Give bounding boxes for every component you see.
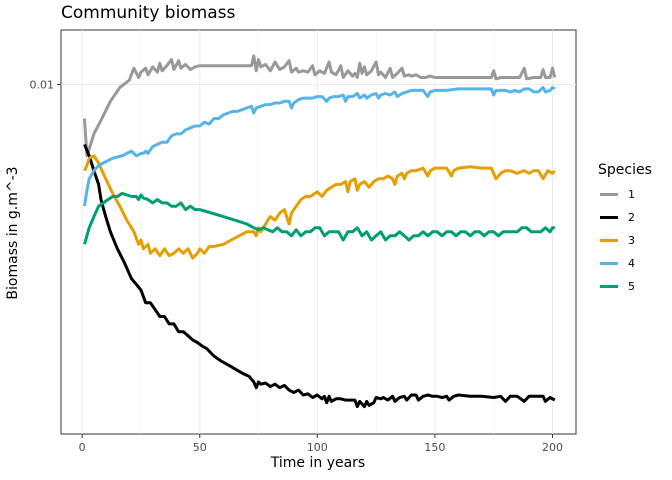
legend-item-1: 1 xyxy=(598,183,652,206)
chart-title: Community biomass xyxy=(61,3,236,23)
axis-ticks: 0 50 100 150 200 0.01 xyxy=(30,79,563,454)
legend-label: 2 xyxy=(628,211,635,224)
legend-item-3: 3 xyxy=(598,229,652,252)
legend-key xyxy=(598,206,620,229)
x-tick-label: 50 xyxy=(193,441,207,454)
legend-key xyxy=(598,183,620,206)
legend-label: 5 xyxy=(628,280,635,293)
legend-item-4: 4 xyxy=(598,252,652,275)
legend-item-5: 5 xyxy=(598,275,652,298)
legend-swatch xyxy=(600,193,618,196)
legend-swatch xyxy=(600,285,618,288)
x-tick-label: 100 xyxy=(307,441,328,454)
y-axis-label: Biomass in g.m^-3 xyxy=(5,166,21,300)
legend-label: 1 xyxy=(628,188,635,201)
legend-swatch xyxy=(600,216,618,219)
legend-swatch xyxy=(600,239,618,242)
x-tick-label: 200 xyxy=(542,441,563,454)
legend-key xyxy=(598,275,620,298)
legend-items: 1 2 3 4 5 xyxy=(598,183,652,298)
legend-label: 4 xyxy=(628,257,635,270)
series-line-5 xyxy=(83,191,555,245)
legend-key xyxy=(598,252,620,275)
series-line-3 xyxy=(83,154,556,260)
x-tick-label: 150 xyxy=(424,441,445,454)
legend-swatch xyxy=(600,262,618,265)
legend-key xyxy=(598,229,620,252)
series-lines xyxy=(83,54,557,409)
x-axis-label: Time in years xyxy=(270,455,366,471)
x-tick-label: 0 xyxy=(79,441,86,454)
series-line-1 xyxy=(83,54,557,158)
legend: Species 1 2 3 4 5 xyxy=(598,162,652,298)
series-line-2 xyxy=(83,143,556,409)
legend-label: 3 xyxy=(628,234,635,247)
legend-item-2: 2 xyxy=(598,206,652,229)
legend-title: Species xyxy=(598,162,652,178)
series-line-4 xyxy=(83,86,556,207)
y-tick-label: 0.01 xyxy=(30,79,55,92)
